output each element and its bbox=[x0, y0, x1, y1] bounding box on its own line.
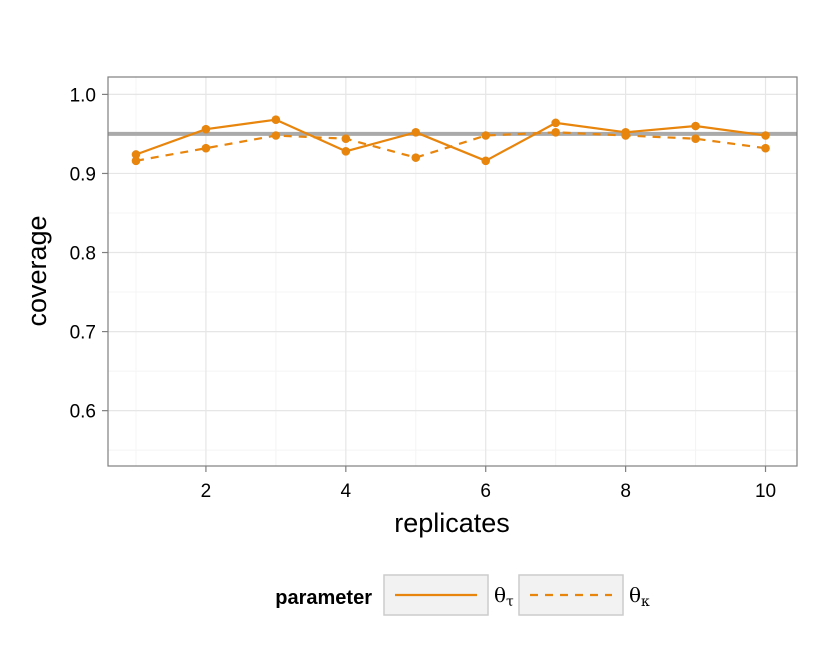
y-tick-label: 0.7 bbox=[70, 323, 96, 344]
x-tick-label: 2 bbox=[201, 481, 212, 502]
series-2-point bbox=[411, 153, 421, 162]
series-2-point bbox=[341, 134, 351, 143]
series-2-point bbox=[131, 156, 141, 166]
x-tick-label: 10 bbox=[755, 481, 776, 502]
y-axis: 0.6 0.7 0.8 0.9 1.0 bbox=[70, 85, 108, 423]
series-1-point bbox=[481, 156, 491, 166]
legend-title: parameter bbox=[275, 587, 372, 609]
plot-panel bbox=[108, 77, 797, 466]
series-2-point bbox=[621, 131, 630, 140]
legend-label-1-symbol: θ bbox=[494, 583, 506, 607]
x-tick-label: 8 bbox=[620, 481, 631, 502]
x-axis-title: replicates bbox=[394, 508, 510, 538]
series-1-point bbox=[411, 128, 421, 137]
x-tick-label: 4 bbox=[341, 481, 352, 502]
legend-label-2: θκ bbox=[629, 583, 650, 610]
legend-label-2-symbol: θ bbox=[629, 583, 641, 607]
series-2-point bbox=[691, 134, 700, 143]
series-layer bbox=[131, 115, 770, 166]
y-tick-label: 0.8 bbox=[70, 244, 96, 265]
series-2-point bbox=[761, 143, 770, 153]
series-2-point bbox=[271, 131, 281, 140]
series-2-line bbox=[135, 131, 766, 162]
x-tick-label: 6 bbox=[480, 481, 491, 502]
x-axis: 2 4 6 8 10 bbox=[201, 466, 776, 502]
y-axis-title: coverage bbox=[22, 215, 52, 326]
series-1-point bbox=[341, 147, 351, 156]
series-1-point bbox=[551, 118, 560, 128]
series-1-point bbox=[131, 150, 141, 159]
series-1-point bbox=[761, 131, 770, 140]
series-1-point bbox=[201, 124, 211, 134]
legend-label-1-subscript: τ bbox=[506, 594, 514, 610]
y-tick-label: 1.0 bbox=[70, 85, 96, 106]
series-1-point bbox=[271, 115, 281, 124]
series-2-point bbox=[481, 131, 491, 140]
y-tick-label: 0.9 bbox=[70, 164, 96, 185]
y-tick-label: 0.6 bbox=[70, 402, 96, 423]
legend: parameter θτ θκ bbox=[275, 574, 650, 616]
legend-label-2-subscript: κ bbox=[641, 594, 650, 610]
grid-major bbox=[108, 77, 797, 466]
series-2-point bbox=[201, 143, 211, 153]
series-2-point bbox=[551, 128, 560, 137]
plot-border bbox=[107, 76, 798, 467]
legend-label-1: θτ bbox=[494, 583, 514, 610]
series-1-point bbox=[691, 121, 700, 131]
